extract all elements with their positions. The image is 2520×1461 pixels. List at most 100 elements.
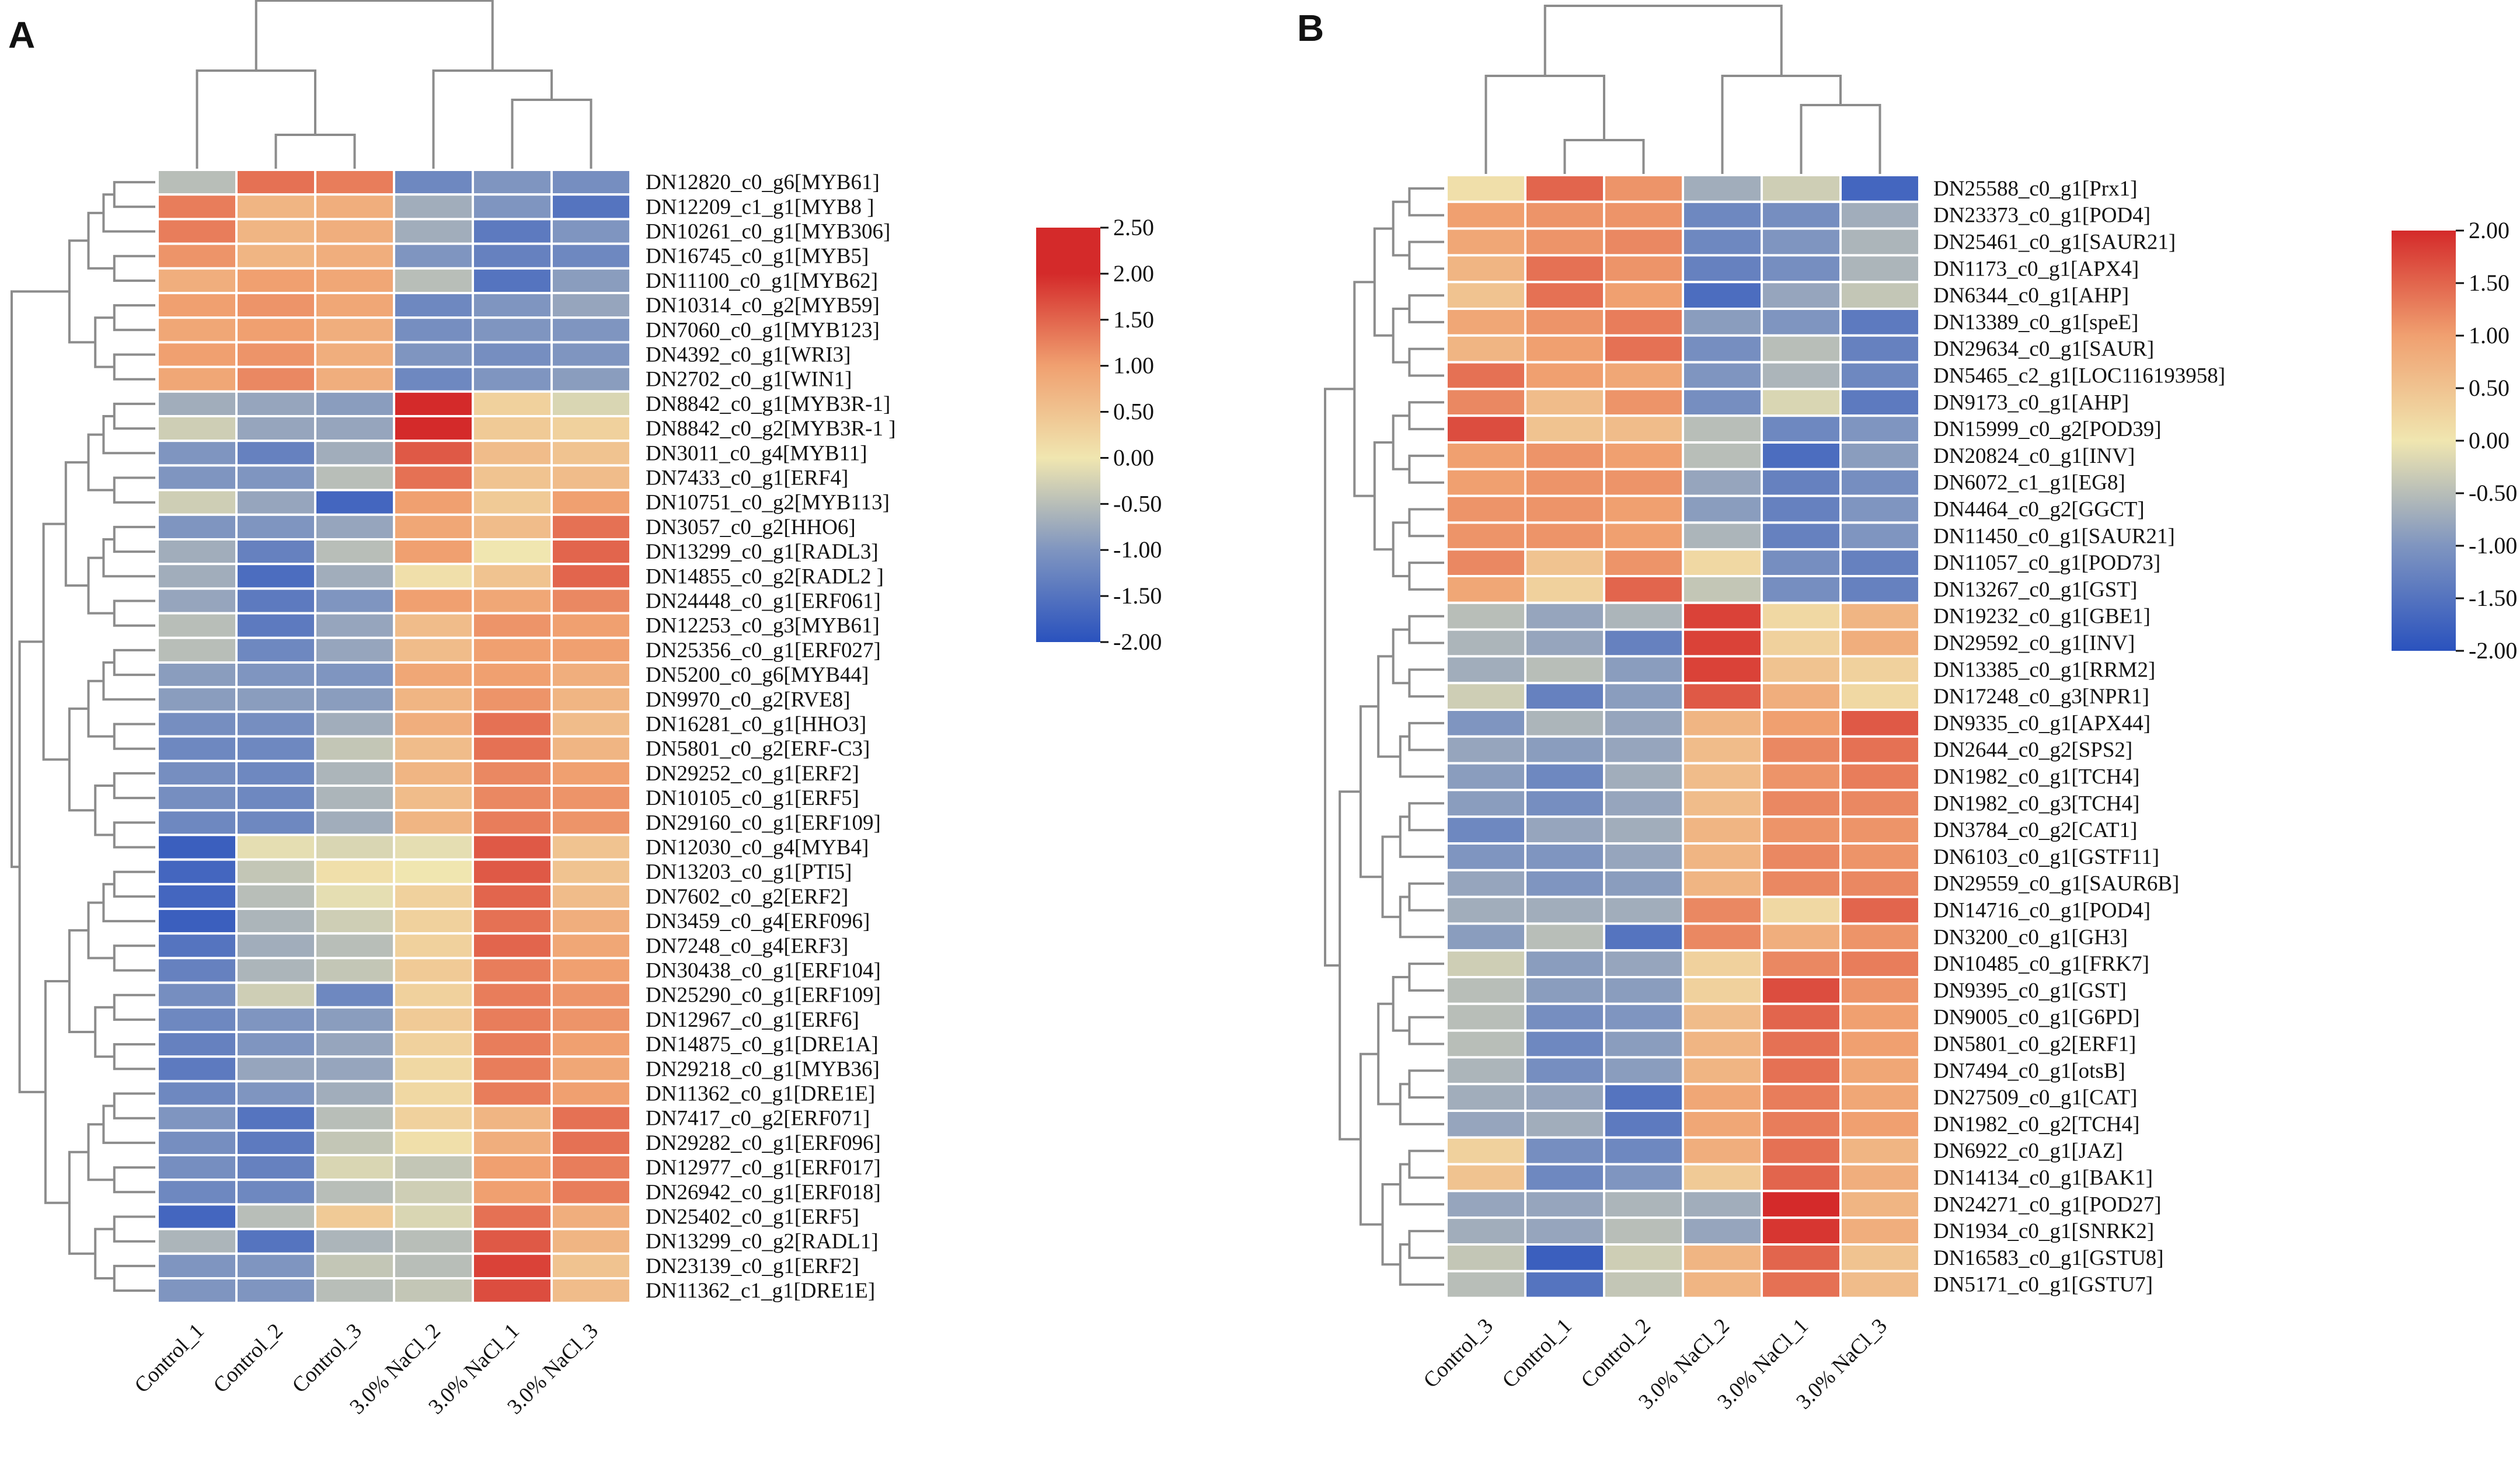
- column-labels-b: Control_3 Control_1 Control_23.0% NaCl_23.…: [1419, 1314, 1892, 1414]
- heatmap-cell: [1761, 174, 1842, 203]
- heatmap-cell: [314, 1178, 395, 1206]
- row-label: DN25588_c0_g1[Prx1]: [1933, 177, 2137, 201]
- heatmap-cell: [235, 636, 316, 664]
- dendrogram-link: [1543, 5, 1783, 76]
- heatmap-cell: [1524, 1029, 1605, 1059]
- dendrogram-link: [1408, 187, 1444, 217]
- row-label: DN3011_c0_g4[MYB11]: [646, 441, 867, 465]
- column-label-control-3: Control_3: [288, 1319, 367, 1398]
- heatmap-cell: [1839, 388, 1921, 417]
- heatmap-cell: [156, 489, 238, 516]
- heatmap-cell: [1761, 1136, 1842, 1166]
- heatmap-cell: [1761, 200, 1842, 230]
- heatmap-cell: [472, 1031, 553, 1058]
- heatmap-cell: [1445, 976, 1526, 1005]
- heatmap-cell: [1839, 762, 1921, 791]
- heatmap-cell: [156, 390, 238, 417]
- colorbar-tick-label: 2.00: [1113, 260, 1154, 287]
- heatmap-cell: [1524, 227, 1605, 257]
- heatmap-cell: [1603, 521, 1684, 551]
- dendrogram-link: [68, 239, 96, 344]
- heatmap-cell: [314, 292, 395, 319]
- heatmap-cell: [1839, 789, 1921, 818]
- heatmap-cell: [314, 538, 395, 566]
- heatmap-cell: [1839, 254, 1921, 284]
- heatmap-cell: [1761, 494, 1842, 524]
- heatmap-cell: [1524, 1243, 1605, 1272]
- dendrogram-link: [274, 134, 356, 170]
- heatmap-cell: [1445, 735, 1526, 765]
- heatmap-cell: [472, 981, 553, 1009]
- heatmap-cell: [314, 784, 395, 812]
- heatmap-cell: [393, 169, 474, 196]
- heatmap-cell: [393, 710, 474, 738]
- heatmap-cell: [1524, 1163, 1605, 1192]
- heatmap-cell: [1839, 227, 1921, 257]
- heatmap-cell: [156, 1277, 238, 1305]
- heatmap-cell: [1524, 388, 1605, 417]
- row-label: DN29592_c0_g1[INV]: [1933, 632, 2135, 655]
- heatmap-cell: [1524, 628, 1605, 658]
- dendrogram-link: [68, 1150, 96, 1255]
- heatmap-cell: [1761, 281, 1842, 311]
- heatmap-cell: [235, 1252, 316, 1280]
- heatmap-cell: [235, 883, 316, 911]
- heatmap-cell: [550, 1154, 632, 1181]
- heatmap-cell: [472, 415, 553, 442]
- heatmap-cells-a: [156, 169, 632, 1305]
- heatmap-cell: [314, 1006, 395, 1034]
- heatmap-cell: [156, 1031, 238, 1058]
- dendrogram-link: [87, 901, 114, 960]
- heatmap-cell: [1445, 334, 1526, 364]
- row-label: DN29218_c0_g1[MYB36]: [646, 1057, 880, 1081]
- heatmap-cell: [1682, 682, 1763, 711]
- heatmap-cell: [1839, 521, 1921, 551]
- heatmap-cell: [235, 1055, 316, 1083]
- dendrogram-link: [1563, 139, 1645, 175]
- dendrogram-link: [1408, 963, 1444, 992]
- heatmap-cell: [1761, 922, 1842, 952]
- heatmap-cell: [235, 759, 316, 787]
- column-label-control-3: Control_3: [1419, 1314, 1498, 1393]
- heatmap-cell: [1445, 494, 1526, 524]
- heatmap-cell: [156, 809, 238, 836]
- heatmap-cell: [472, 834, 553, 861]
- heatmap-cell: [1682, 842, 1763, 871]
- heatmap-cell: [156, 1203, 238, 1230]
- heatmap-cell: [235, 489, 316, 516]
- heatmap-cell: [1524, 922, 1605, 952]
- heatmap-cell: [1524, 709, 1605, 738]
- heatmap-cell: [235, 341, 316, 368]
- dendrogram-link: [1392, 628, 1410, 685]
- heatmap-cell: [156, 981, 238, 1009]
- heatmap-cell: [550, 1055, 632, 1083]
- dendrogram-link: [113, 599, 155, 627]
- dendrogram-link: [1408, 454, 1444, 484]
- heatmap-cell: [393, 834, 474, 861]
- heatmap-cell: [1524, 334, 1605, 364]
- heatmap-cell: [1603, 709, 1684, 738]
- dendrogram-link: [196, 69, 316, 170]
- heatmap-cell: [156, 341, 238, 368]
- heatmap-cell: [1682, 709, 1763, 738]
- heatmap-cell: [1524, 601, 1605, 631]
- heatmap-cell: [156, 292, 238, 319]
- heatmap-cell: [1682, 1029, 1763, 1059]
- heatmap-cell: [1445, 1110, 1526, 1139]
- dendrogram-link: [113, 1264, 155, 1292]
- heatmap-cell: [1445, 548, 1526, 578]
- heatmap-cell: [314, 908, 395, 935]
- heatmap-cell: [472, 267, 553, 294]
- heatmap-cell: [156, 1252, 238, 1280]
- heatmap-cell: [472, 1178, 553, 1206]
- heatmap-cell: [314, 932, 395, 960]
- heatmap-cell: [314, 242, 395, 270]
- row-label: DN2702_c0_g1[WIN1]: [646, 368, 852, 392]
- heatmap-cell: [393, 1203, 474, 1230]
- heatmap-cell: [472, 686, 553, 713]
- row-label: DN13203_c0_g1[PTI5]: [646, 860, 852, 884]
- row-label: DN3057_c0_g2[HHO6]: [646, 515, 856, 539]
- colorbar-tick-label: -1.50: [2469, 585, 2517, 611]
- heatmap-cell: [1682, 548, 1763, 578]
- heatmap-cell: [314, 1129, 395, 1157]
